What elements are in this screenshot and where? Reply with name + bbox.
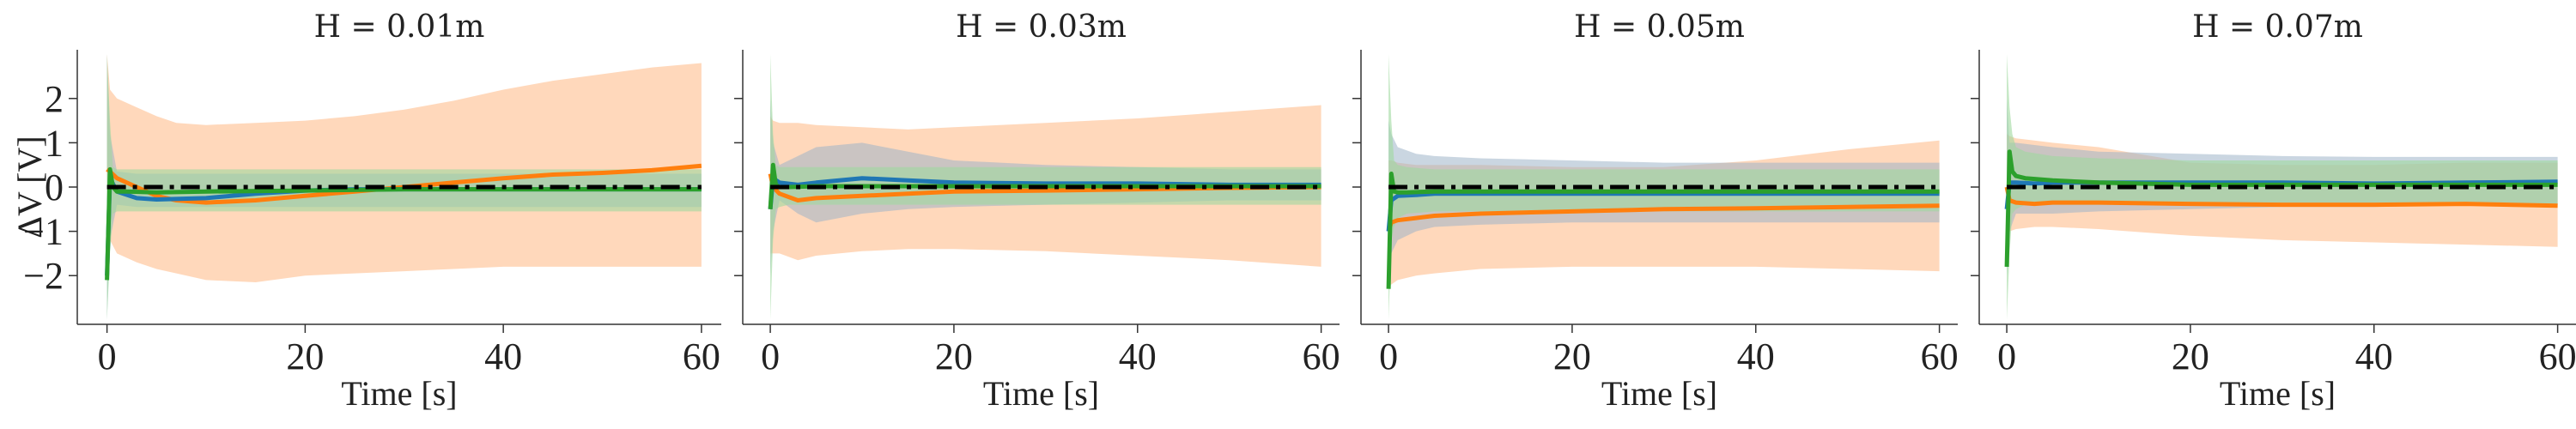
band-orange [106,54,702,282]
x-tick-label: 40 [1737,335,1775,378]
x-tick-label: 60 [683,335,720,378]
panel-2: 0 20 40 60 H = 0.03m Time [s] [734,9,1340,413]
x-tick-label: 0 [1379,335,1398,378]
x-tick-label: 60 [1303,335,1340,378]
x-tick-label: 0 [98,335,117,378]
line-green [105,166,702,281]
y-tick-label: −1 [23,211,64,253]
panel-title: H = 0.07m [2192,9,2363,45]
x-axis-label: Time [s] [2220,374,2336,413]
x-tick-label: 40 [2355,335,2393,378]
x-tick-label: 60 [2539,335,2576,378]
plot-area [2004,54,2558,320]
x-tick-label: 0 [1997,335,2016,378]
x-axis-label: Time [s] [1601,374,1717,413]
x-tick-label: 20 [2172,335,2209,378]
panel-3: 0 20 40 60 H = 0.05m Time [s] [1352,9,1959,413]
plot-area [768,54,1321,320]
line-orange [2004,186,2558,208]
panel-title: H = 0.05m [1574,9,1745,45]
plot-area [105,54,702,320]
plot-area [1386,54,1940,320]
x-axis-label: Time [s] [341,374,457,413]
line-orange [106,163,702,205]
x-tick-label: 60 [1921,335,1959,378]
x-tick-label: 40 [484,335,522,378]
y-tick-label: 0 [45,166,64,208]
x-tick-label: 20 [935,335,973,378]
x-tick-label: 20 [1553,335,1591,378]
y-axis-label: ΔV [V] [10,136,49,238]
line-green [2004,149,2558,267]
x-tick-label: 20 [286,335,324,378]
x-tick-label: 0 [761,335,780,378]
panel-title: H = 0.01m [314,9,485,45]
y-tick-label: −2 [23,255,64,297]
line-blue [768,176,1321,210]
panel-4: 0 20 40 60 H = 0.07m Time [s] [1971,9,2576,413]
y-tick-label: 2 [45,78,64,120]
x-tick-label: 40 [1119,335,1157,378]
line-orange [1386,203,1940,233]
y-tick-label: 1 [45,122,64,164]
x-axis-label: Time [s] [983,374,1099,413]
panel-title: H = 0.03m [956,9,1127,45]
